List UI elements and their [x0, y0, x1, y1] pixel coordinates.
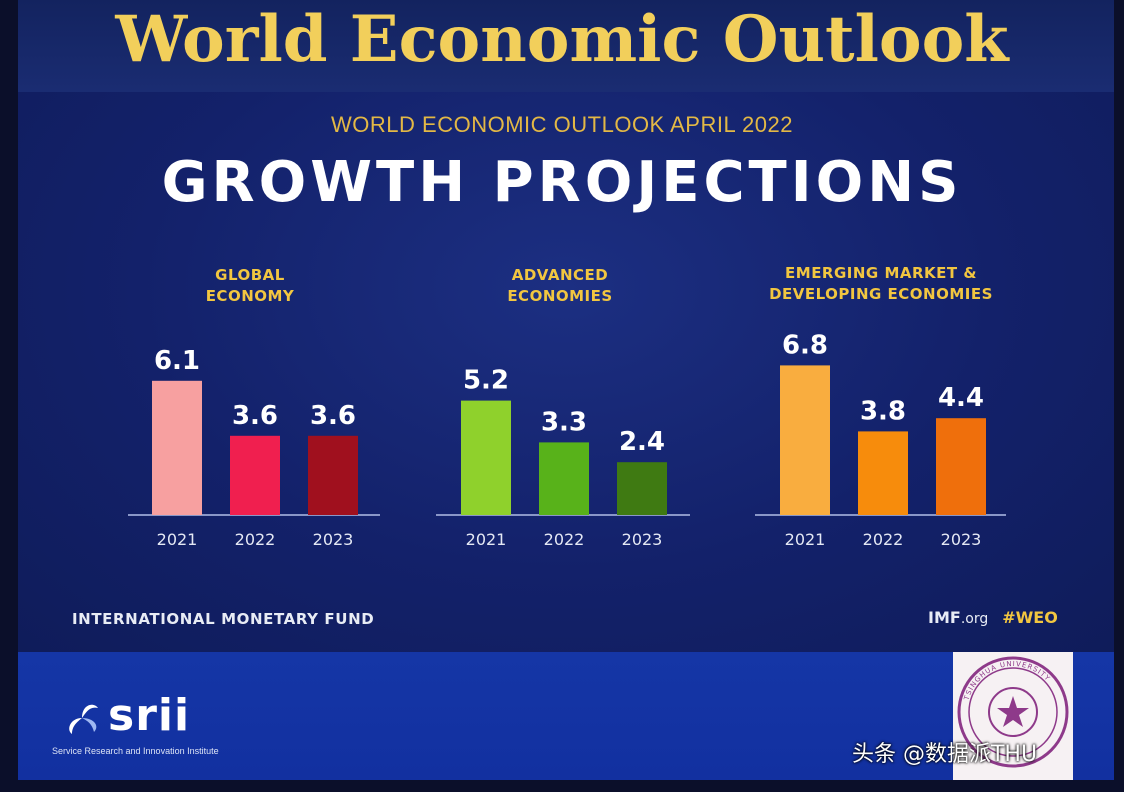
- value-label-emerging-2022: 3.8: [860, 396, 906, 426]
- value-label-global-2022: 3.6: [232, 401, 278, 431]
- chart-title-global-economy: GLOBAL ECONOMY: [205, 266, 295, 305]
- watermark-text: 头条 @数据派THU: [852, 742, 1038, 767]
- value-label-global-2021: 6.1: [154, 346, 200, 376]
- bar-advanced-2023: [617, 462, 667, 515]
- slide-headline: GROWTH PROJECTIONS: [161, 150, 963, 215]
- value-label-emerging-2023: 4.4: [938, 383, 984, 413]
- imf-site-tld[interactable]: .org: [960, 611, 989, 627]
- value-label-advanced-2023: 2.4: [619, 427, 665, 457]
- imf-name: INTERNATIONAL MONETARY FUND: [72, 610, 375, 628]
- srii-wordmark: srii: [108, 690, 191, 741]
- title-banner: [18, 0, 1114, 92]
- tick-label-emerging-2023: 2023: [941, 530, 982, 549]
- srii-subtitle: Service Research and Innovation Institut…: [52, 746, 219, 756]
- chart-title-emerging-developing: EMERGING MARKET & DEVELOPING ECONOMIES: [769, 264, 993, 303]
- main-title: World Economic Outlook: [115, 2, 1009, 77]
- university-seal-icon: TSINGHUA UNIVERSITY: [957, 656, 1069, 768]
- svg-text:TSINGHUA UNIVERSITY: TSINGHUA UNIVERSITY: [962, 660, 1052, 702]
- bar-advanced-2022: [539, 442, 589, 515]
- tick-label-emerging-2021: 2021: [785, 530, 826, 549]
- value-label-advanced-2022: 3.3: [541, 407, 587, 437]
- tick-label-advanced-2021: 2021: [466, 530, 507, 549]
- imf-site-link[interactable]: IMF: [928, 608, 961, 627]
- tick-label-emerging-2022: 2022: [863, 530, 904, 549]
- seal-text: TSINGHUA UNIVERSITY: [962, 660, 1051, 702]
- chart-title-advanced-economies: ADVANCED ECONOMIES: [507, 266, 613, 305]
- tick-label-advanced-2023: 2023: [622, 530, 663, 549]
- imf-links: IMF.org #WEO: [928, 608, 1058, 627]
- bar-emerging-2022: [858, 431, 908, 515]
- bar-global-2021: [152, 380, 202, 515]
- bar-emerging-2023: [936, 418, 986, 515]
- tick-label-advanced-2022: 2022: [544, 530, 585, 549]
- bottom-edge: [0, 780, 1124, 792]
- bar-advanced-2021: [461, 400, 511, 515]
- weo-hashtag[interactable]: #WEO: [1002, 608, 1058, 627]
- value-label-emerging-2021: 6.8: [782, 330, 828, 360]
- value-label-advanced-2021: 5.2: [463, 366, 509, 396]
- bar-emerging-2021: [780, 365, 830, 515]
- tick-label-global-2022: 2022: [235, 530, 276, 549]
- bottom-strip: [18, 652, 1114, 780]
- tick-label-global-2023: 2023: [313, 530, 354, 549]
- tsinghua-seal: TSINGHUA UNIVERSITY: [953, 652, 1073, 780]
- value-label-global-2023: 3.6: [310, 401, 356, 431]
- slide-subtitle: WORLD ECONOMIC OUTLOOK APRIL 2022: [331, 112, 793, 137]
- bar-global-2022: [230, 435, 280, 515]
- bar-global-2023: [308, 435, 358, 515]
- srii-logo: srii Service Research and Innovation Ins…: [52, 690, 280, 770]
- tick-label-global-2021: 2021: [157, 530, 198, 549]
- slide-panel: [18, 92, 1114, 652]
- srii-swirl-icon: [69, 704, 98, 734]
